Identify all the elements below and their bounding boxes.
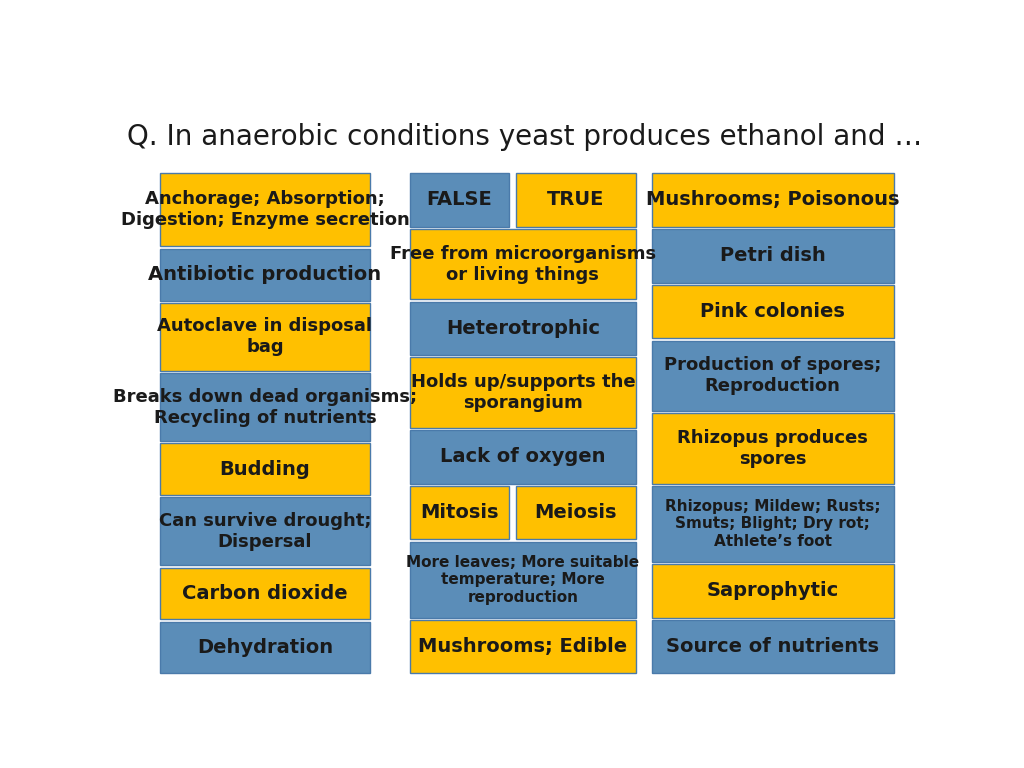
Text: Lack of oxygen: Lack of oxygen xyxy=(440,447,605,466)
FancyBboxPatch shape xyxy=(410,357,636,428)
FancyBboxPatch shape xyxy=(160,568,370,620)
Text: Meiosis: Meiosis xyxy=(535,503,617,522)
FancyBboxPatch shape xyxy=(410,229,636,300)
FancyBboxPatch shape xyxy=(652,229,894,283)
FancyBboxPatch shape xyxy=(652,285,894,339)
FancyBboxPatch shape xyxy=(160,249,370,300)
Text: Saprophytic: Saprophytic xyxy=(707,581,839,601)
Text: Mitosis: Mitosis xyxy=(420,503,499,522)
Text: Autoclave in disposal
bag: Autoclave in disposal bag xyxy=(158,317,373,356)
Text: Budding: Budding xyxy=(219,460,310,478)
Text: Rhizopus; Mildew; Rusts;
Smuts; Blight; Dry rot;
Athlete’s foot: Rhizopus; Mildew; Rusts; Smuts; Blight; … xyxy=(665,499,881,549)
FancyBboxPatch shape xyxy=(652,413,894,484)
FancyBboxPatch shape xyxy=(160,173,370,247)
Text: Petri dish: Petri dish xyxy=(720,247,825,265)
FancyBboxPatch shape xyxy=(160,373,370,441)
Text: Heterotrophic: Heterotrophic xyxy=(445,319,600,338)
Text: Rhizopus produces
spores: Rhizopus produces spores xyxy=(677,429,868,468)
Text: Dehydration: Dehydration xyxy=(197,638,333,657)
FancyBboxPatch shape xyxy=(410,486,509,539)
FancyBboxPatch shape xyxy=(160,303,370,371)
FancyBboxPatch shape xyxy=(410,173,509,227)
FancyBboxPatch shape xyxy=(652,341,894,411)
Text: More leaves; More suitable
temperature; More
reproduction: More leaves; More suitable temperature; … xyxy=(407,554,639,604)
FancyBboxPatch shape xyxy=(160,443,370,495)
FancyBboxPatch shape xyxy=(652,173,894,227)
FancyBboxPatch shape xyxy=(160,622,370,674)
Text: Free from microorganisms
or living things: Free from microorganisms or living thing… xyxy=(390,245,656,283)
Text: Can survive drought;
Dispersal: Can survive drought; Dispersal xyxy=(159,512,371,551)
Text: FALSE: FALSE xyxy=(427,190,493,210)
Text: Holds up/supports the
sporangium: Holds up/supports the sporangium xyxy=(411,373,635,412)
Text: Carbon dioxide: Carbon dioxide xyxy=(182,584,348,603)
FancyBboxPatch shape xyxy=(516,486,636,539)
Text: Mushrooms; Poisonous: Mushrooms; Poisonous xyxy=(646,190,899,210)
FancyBboxPatch shape xyxy=(516,173,636,227)
Text: Anchorage; Absorption;
Digestion; Enzyme secretion: Anchorage; Absorption; Digestion; Enzyme… xyxy=(121,190,410,229)
Text: Q. In anaerobic conditions yeast produces ethanol and …: Q. In anaerobic conditions yeast produce… xyxy=(127,123,923,151)
FancyBboxPatch shape xyxy=(652,620,894,674)
FancyBboxPatch shape xyxy=(410,541,636,617)
Text: Antibiotic production: Antibiotic production xyxy=(148,265,382,284)
FancyBboxPatch shape xyxy=(410,620,636,674)
FancyBboxPatch shape xyxy=(652,564,894,617)
Text: Production of spores;
Reproduction: Production of spores; Reproduction xyxy=(665,356,882,396)
Text: Pink colonies: Pink colonies xyxy=(700,302,845,321)
Text: Breaks down dead organisms;
Recycling of nutrients: Breaks down dead organisms; Recycling of… xyxy=(113,388,417,426)
FancyBboxPatch shape xyxy=(652,486,894,561)
Text: Mushrooms; Edible: Mushrooms; Edible xyxy=(418,637,628,656)
Text: Source of nutrients: Source of nutrients xyxy=(667,637,880,656)
Text: TRUE: TRUE xyxy=(547,190,604,210)
FancyBboxPatch shape xyxy=(410,430,636,484)
FancyBboxPatch shape xyxy=(410,302,636,355)
FancyBboxPatch shape xyxy=(160,498,370,565)
